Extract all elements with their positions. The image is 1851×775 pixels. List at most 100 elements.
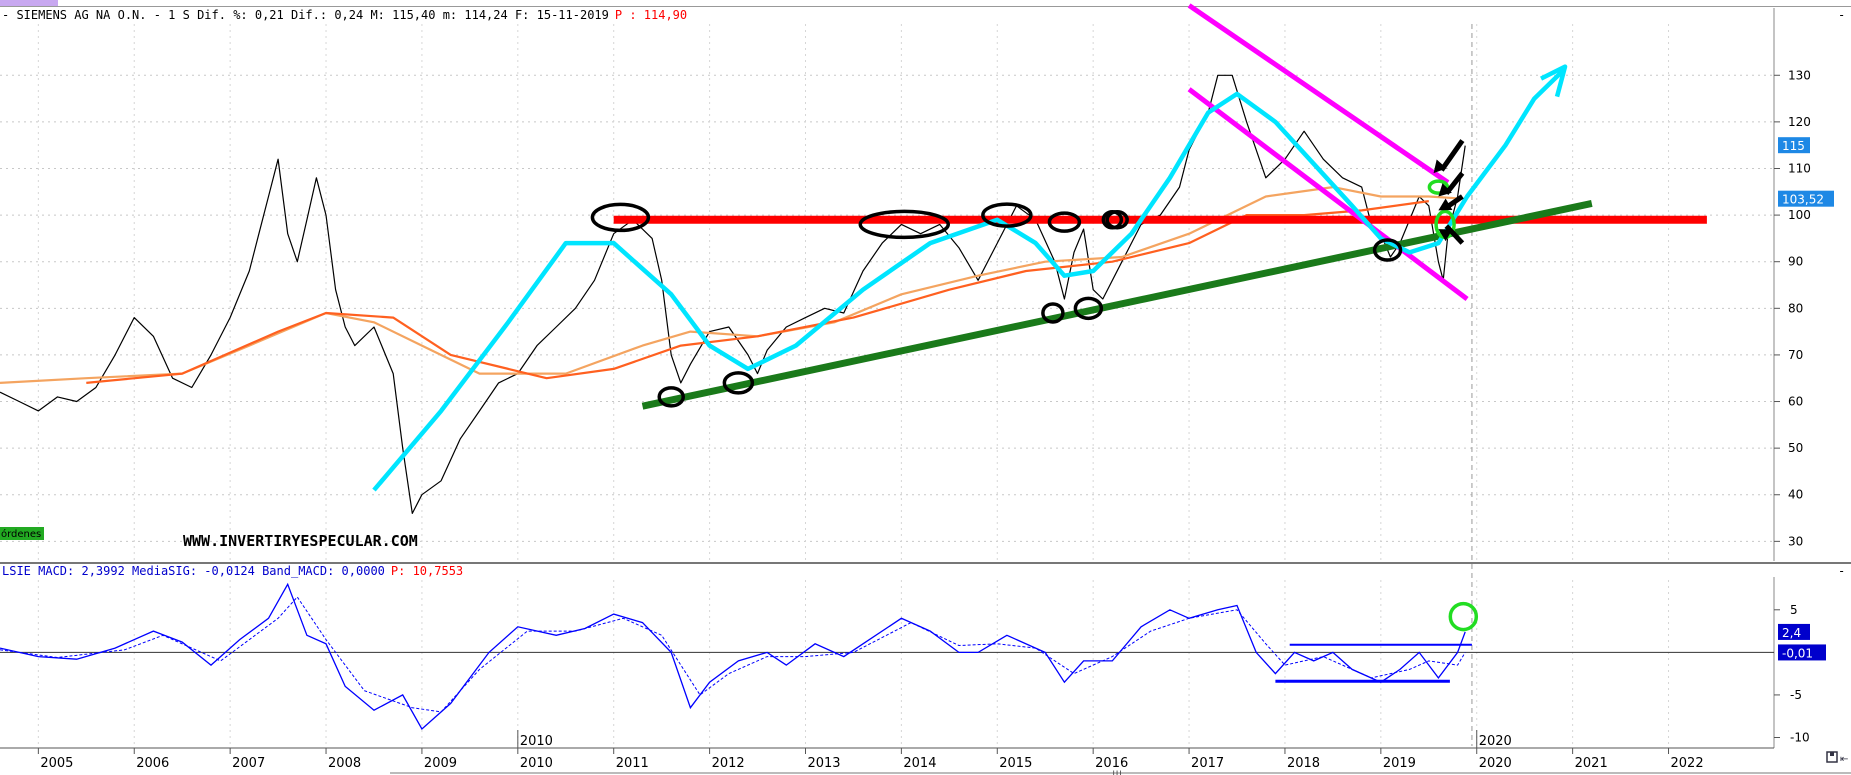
price-y-tick-label: 50 <box>1788 441 1803 455</box>
cyan-arrowhead <box>1540 64 1568 98</box>
x-tick-label: 2009 <box>424 756 457 771</box>
scroll-right-icon[interactable]: ⇤ <box>1840 754 1848 765</box>
price-y-tick-label: 130 <box>1788 68 1811 82</box>
price-header: - SIEMENS AG NA O.N. - 1 S Dif. %: 0,21 … <box>2 8 687 22</box>
value-badge: 2,4 <box>1782 626 1801 640</box>
black-arrow-shaft <box>1444 224 1465 245</box>
x-tick-label: 2015 <box>999 756 1032 771</box>
top-strip <box>0 0 1851 7</box>
x-tick-label: 2016 <box>1095 756 1128 771</box>
x-tick-label: 2010 <box>520 756 553 771</box>
macd-series-macd <box>0 582 1466 731</box>
price-y-tick-label: 30 <box>1788 534 1803 548</box>
price-panel-bg <box>0 8 1851 561</box>
price-gridlines <box>0 24 1774 746</box>
value-badge: -0,01 <box>1782 646 1813 660</box>
channel-upper-line <box>1187 3 1450 185</box>
top-tab[interactable] <box>0 0 58 6</box>
price-y-tick-label: 70 <box>1788 348 1803 362</box>
macd-y-axis: 5 -5 -10 <box>1774 603 1810 744</box>
black-ellipse-marker <box>981 202 1033 228</box>
x-major-label: 2020 <box>1479 734 1512 749</box>
x-tick-label: 2006 <box>136 756 169 771</box>
macd-panel: 5 -5 -10 <box>37 577 1810 748</box>
price-y-tick-label: 60 <box>1788 395 1803 409</box>
black-arrow-head <box>1438 183 1452 197</box>
orders-badge[interactable]: órdenes <box>1 528 41 540</box>
price-series-ma_long <box>86 200 1429 384</box>
black-ellipse-marker <box>1047 211 1082 233</box>
macd-layer <box>0 582 1774 731</box>
x-tick-label: 2019 <box>1383 756 1416 771</box>
black-arrow-head <box>1438 198 1453 211</box>
price-y-tick-label: 100 <box>1788 208 1811 222</box>
scrollbar-grip[interactable]: ||| <box>1112 770 1122 775</box>
macd-header: LSIE MACD: 2,3992 MediaSIG: -0,0124 Band… <box>2 564 463 578</box>
price-y-tick-label: 120 <box>1788 115 1811 129</box>
price-header-text: - SIEMENS AG NA O.N. - 1 S Dif. %: 0,21 … <box>2 8 609 22</box>
save-icon-notch <box>1830 752 1834 756</box>
green-ellipse-marker <box>1427 179 1450 195</box>
value-badge-bg <box>1778 190 1834 207</box>
x-tick-label: 2021 <box>1575 756 1608 771</box>
price-y-tick-label: 110 <box>1788 161 1811 175</box>
corner-mark-top[interactable]: - <box>1838 8 1845 22</box>
macd-y-tick-label: 5 <box>1790 603 1798 617</box>
price-y-tick-label: 40 <box>1788 488 1803 502</box>
black-ellipse-marker <box>657 386 685 408</box>
value-badge: 103,52 <box>1782 193 1824 207</box>
x-tick-label: 2013 <box>807 756 840 771</box>
x-major-label: 2010 <box>520 734 553 749</box>
x-tick-label: 2018 <box>1287 756 1320 771</box>
price-y-tick-label: 90 <box>1788 255 1803 269</box>
black-ellipse-marker <box>590 202 651 233</box>
macd-header-bg <box>0 564 520 578</box>
annotation-layer <box>372 3 1707 632</box>
macd-y-tick-label: -10 <box>1790 730 1810 744</box>
x-tick-label: 2008 <box>328 756 361 771</box>
value-badge-bg <box>1778 137 1810 154</box>
channel-lower-line <box>1187 87 1469 301</box>
x-axis: 2005 2006 2007 2008 2009 2010 2011 2012 2013 2014… <box>37 730 1704 771</box>
price-layer <box>0 74 1466 514</box>
header-bg <box>0 8 780 23</box>
macd-y-tick-label: -5 <box>1790 688 1802 702</box>
black-ellipse-marker <box>722 371 755 395</box>
value-badges: 115 103,52 2,4 -0,01 <box>1778 137 1834 661</box>
x-tick-label: 2005 <box>40 756 73 771</box>
x-tick-label: 2022 <box>1671 756 1704 771</box>
support-trendline <box>641 199 1593 410</box>
black-ellipse-marker <box>858 209 951 240</box>
macd-series-signal <box>0 596 1466 713</box>
price-series-price <box>0 74 1466 514</box>
black-ellipse-marker <box>1105 210 1129 230</box>
corner-mark-macd[interactable]: - <box>1838 564 1845 578</box>
x-tick-label: 2014 <box>903 756 936 771</box>
macd-gridlines <box>37 580 1670 746</box>
price-last: P : 114,90 <box>615 8 687 22</box>
cyan-trend-curve <box>372 68 1565 492</box>
value-badge-bg <box>1778 644 1826 661</box>
black-ellipse-marker <box>1372 238 1403 262</box>
black-arrow-head <box>1438 229 1453 242</box>
value-badge-bg <box>1778 623 1810 640</box>
x-tick-label: 2007 <box>232 756 265 771</box>
orders-badge-bg[interactable] <box>0 527 44 540</box>
x-tick-label: 2017 <box>1191 756 1224 771</box>
price-panel: 30 40 50 60 70 80 90 100 110 120 130 <box>0 8 1851 746</box>
black-arrow-head <box>1433 159 1447 174</box>
x-tick-label: 2012 <box>712 756 745 771</box>
x-tick-label: 2020 <box>1479 756 1512 771</box>
black-arrow-shaft <box>1439 139 1465 172</box>
x-tick-label: 2011 <box>616 756 649 771</box>
macd-header-text: LSIE MACD: 2,3992 MediaSIG: -0,0124 Band… <box>2 564 385 578</box>
macd-last: P: 10,7553 <box>391 564 463 578</box>
price-y-axis: 30 40 50 60 70 80 90 100 110 120 130 <box>1774 68 1811 548</box>
price-y-tick-label: 80 <box>1788 301 1803 315</box>
green-ellipse-marker <box>1448 601 1479 632</box>
watermark: WWW.INVERTIRYESPECULAR.COM <box>183 532 418 550</box>
value-badge: 115 <box>1782 139 1805 153</box>
black-ellipse-marker <box>1041 302 1065 324</box>
black-ellipse-marker <box>1073 296 1104 321</box>
